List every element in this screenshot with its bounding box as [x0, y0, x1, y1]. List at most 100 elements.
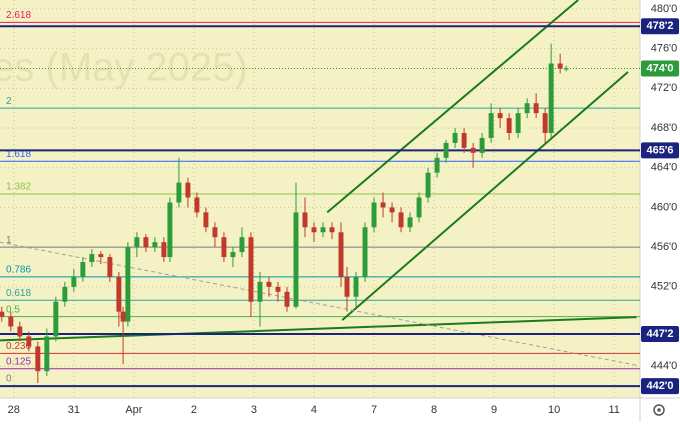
candle-body: [524, 103, 530, 114]
price-box-label: 478'2: [646, 20, 673, 32]
fib-label: 0: [6, 374, 12, 385]
candle-body: [557, 63, 563, 69]
trend-line: [0, 241, 637, 366]
candle-body: [266, 281, 272, 287]
gear[interactable]: [653, 404, 665, 416]
candle-body: [371, 202, 377, 228]
price-box-label: 474'0: [646, 62, 673, 74]
candle-body: [443, 142, 449, 158]
candle-body: [80, 262, 86, 277]
candle-body: [120, 311, 126, 322]
candle-body: [134, 237, 140, 248]
candle-body: [380, 202, 386, 208]
candle-body: [293, 212, 299, 307]
candle-body: [257, 281, 263, 302]
candle-body: [194, 197, 200, 213]
candle-body: [26, 336, 32, 347]
y-tick-label: 480'0: [651, 3, 678, 15]
fib-label: 1.382: [6, 182, 31, 193]
fib-label: 0.786: [6, 265, 31, 276]
candle-body: [221, 237, 227, 258]
price-box: [641, 325, 679, 342]
fib-label: 0.618: [6, 288, 31, 299]
fib-label: 0.236: [6, 341, 31, 352]
x-tick-label: 3: [251, 404, 257, 416]
candle-body: [452, 132, 458, 143]
candle-body: [44, 336, 50, 372]
price-box-label: 465'6: [646, 144, 673, 156]
candle-body: [488, 113, 494, 138]
candle-body: [497, 113, 503, 119]
price-box: [641, 142, 679, 159]
candle-body: [98, 254, 104, 258]
price-box-label: 447'2: [646, 328, 673, 340]
y-tick-label: 468'0: [651, 122, 678, 134]
x-tick-label: 2: [191, 404, 197, 416]
gear-center[interactable]: [657, 408, 661, 412]
candle-body: [230, 252, 236, 258]
candle-body: [311, 227, 317, 233]
x-tick-label: 28: [8, 404, 20, 416]
candle-body: [563, 68, 569, 70]
candle-body: [185, 182, 191, 198]
candle-body: [143, 237, 149, 248]
price-box-label: 442'0: [646, 380, 673, 392]
candle-body: [329, 227, 335, 233]
candle-body: [8, 316, 14, 327]
candle-body: [275, 286, 281, 292]
candle-body: [389, 207, 395, 213]
candle-body: [533, 103, 539, 114]
candle-body: [62, 286, 68, 302]
candle-body: [35, 346, 41, 372]
fib-label: 2.618: [6, 10, 31, 21]
x-tick-label: 4: [311, 404, 317, 416]
candle-body: [152, 242, 158, 248]
fib-label: 2: [6, 96, 12, 107]
candle-body: [125, 247, 131, 322]
candle-body: [107, 257, 113, 277]
candle-body: [203, 212, 209, 228]
candle-body: [239, 237, 245, 253]
y-tick-label: 476'0: [651, 43, 678, 55]
candle-body: [17, 326, 23, 337]
y-tick-label: 464'0: [651, 162, 678, 174]
trend-line: [0, 316, 637, 342]
candle-body: [461, 132, 467, 148]
candle-body: [425, 172, 431, 198]
y-tick-label: 460'0: [651, 201, 678, 213]
trend-line: [326, 0, 579, 214]
candle-body: [167, 202, 173, 258]
fib-label: 0.125: [6, 356, 31, 367]
candle-body: [89, 254, 95, 263]
candle-body: [344, 276, 350, 297]
candle-body: [515, 113, 521, 133]
candle-body: [284, 291, 290, 307]
candle-body: [506, 118, 512, 133]
watermark: es (May 2025): [0, 46, 248, 90]
candle-body: [338, 232, 344, 277]
x-tick-label: 9: [491, 404, 497, 416]
fib-label: 1.618: [6, 149, 31, 160]
candle-body: [416, 197, 422, 218]
candle-body: [0, 311, 5, 317]
candle-body: [407, 217, 413, 228]
fib-label: 1: [6, 235, 12, 246]
candle-body: [176, 182, 182, 203]
candle-body: [302, 212, 308, 228]
candle-body: [248, 237, 254, 302]
settings-icon[interactable]: [653, 404, 665, 416]
x-tick-label: 11: [608, 404, 619, 416]
candle-body: [548, 63, 554, 133]
x-tick-label: 8: [431, 404, 437, 416]
trend-line: [341, 71, 629, 321]
y-tick-label: 472'0: [651, 82, 678, 94]
price-box: [641, 18, 679, 35]
candle-body: [470, 147, 476, 153]
candle-body: [71, 276, 77, 287]
y-tick-label: 444'0: [651, 360, 678, 372]
candle-body: [398, 212, 404, 228]
x-tick-label: 10: [548, 404, 560, 416]
price-box: [641, 378, 679, 395]
fib-label: 0.5: [6, 304, 20, 315]
